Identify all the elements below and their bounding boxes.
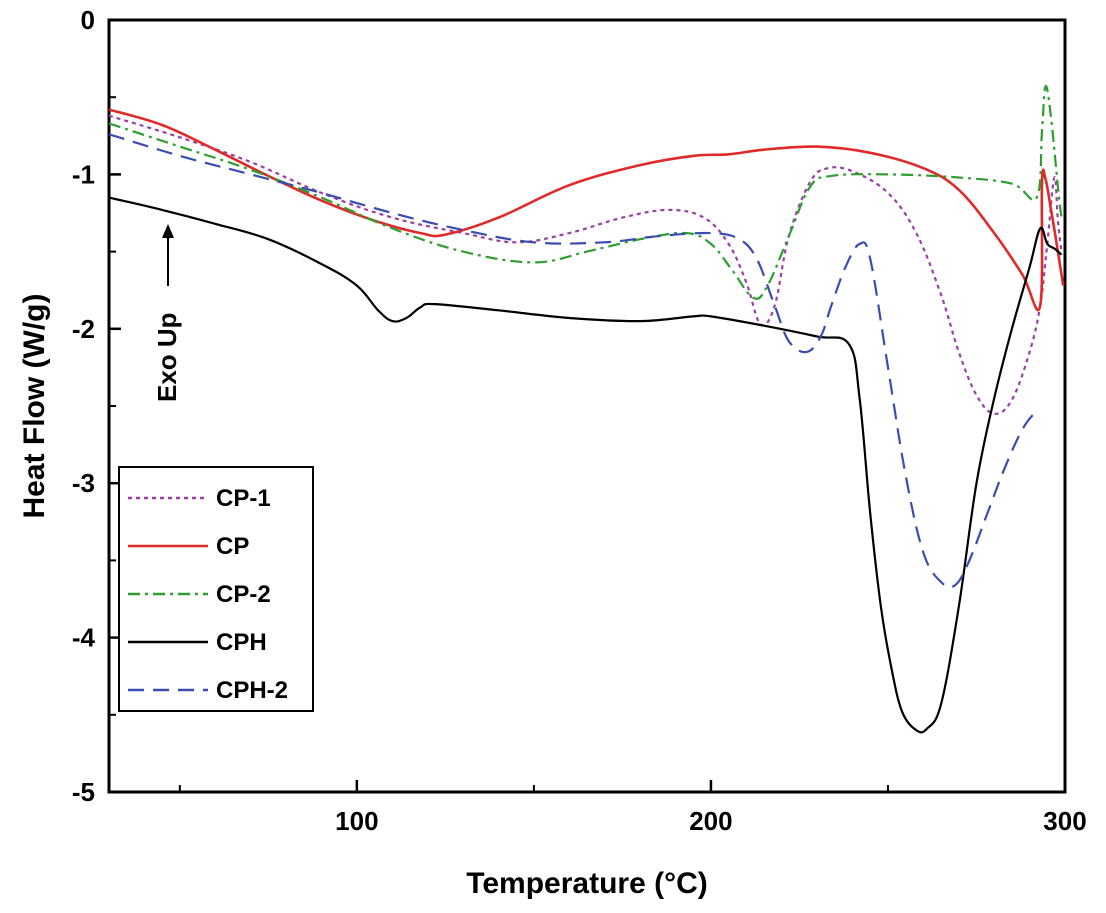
x-tick-label: 300 bbox=[1043, 806, 1086, 836]
y-tick-label: -1 bbox=[72, 159, 95, 189]
legend-label-cph: CPH bbox=[216, 629, 267, 656]
series-cph bbox=[108, 196, 1063, 734]
legend-box bbox=[118, 466, 314, 712]
x-tick-label: 100 bbox=[335, 806, 378, 836]
exo-up-arrow-head bbox=[162, 224, 174, 238]
legend-label-cph-2: CPH-2 bbox=[216, 677, 288, 704]
legend-label-cp-2: CP-2 bbox=[216, 581, 271, 608]
exo-up-label: Exo Up bbox=[152, 312, 182, 402]
y-tick-label: -4 bbox=[72, 623, 96, 653]
x-tick-label: 200 bbox=[689, 806, 732, 836]
series-cph-2 bbox=[108, 133, 1038, 589]
series-cp-1 bbox=[108, 114, 1063, 415]
series-layer bbox=[108, 85, 1065, 734]
y-axis-title: Heat Flow (W/g) bbox=[18, 294, 51, 519]
y-tick-label: -5 bbox=[72, 777, 95, 807]
series-cp-2 bbox=[108, 85, 1063, 300]
y-tick-label: 0 bbox=[81, 5, 95, 35]
series-cp bbox=[108, 108, 1065, 312]
legend: CP-1 CP CP-2 CPH CPH-2 bbox=[118, 466, 314, 712]
legend-label-cp-1: CP-1 bbox=[216, 485, 271, 512]
y-tick-label: -2 bbox=[72, 314, 95, 344]
x-axis-title: Temperature (°C) bbox=[466, 867, 707, 900]
legend-label-cp: CP bbox=[216, 533, 249, 560]
y-tick-label: -3 bbox=[72, 468, 95, 498]
tick-labels: 100 200 300 0 -1 -2 -3 -4 -5 bbox=[72, 5, 1087, 836]
exo-up-annotation: Exo Up bbox=[152, 224, 182, 402]
